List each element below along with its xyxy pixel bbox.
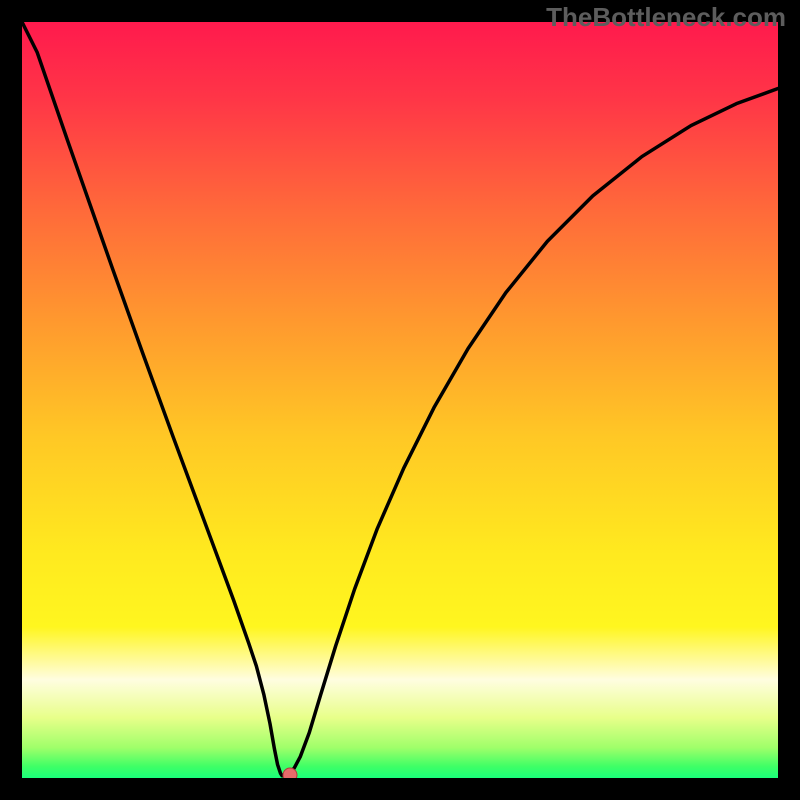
chart-frame: TheBottleneck.com [0,0,800,800]
curve-svg [22,22,778,778]
apex-marker [282,767,297,778]
watermark-text: TheBottleneck.com [546,2,786,33]
plot-area [22,22,778,778]
bottleneck-curve [22,22,778,776]
